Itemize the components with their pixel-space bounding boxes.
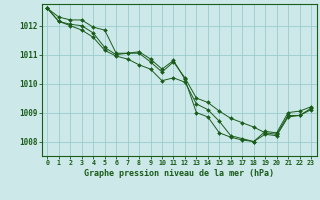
X-axis label: Graphe pression niveau de la mer (hPa): Graphe pression niveau de la mer (hPa) [84,169,274,178]
